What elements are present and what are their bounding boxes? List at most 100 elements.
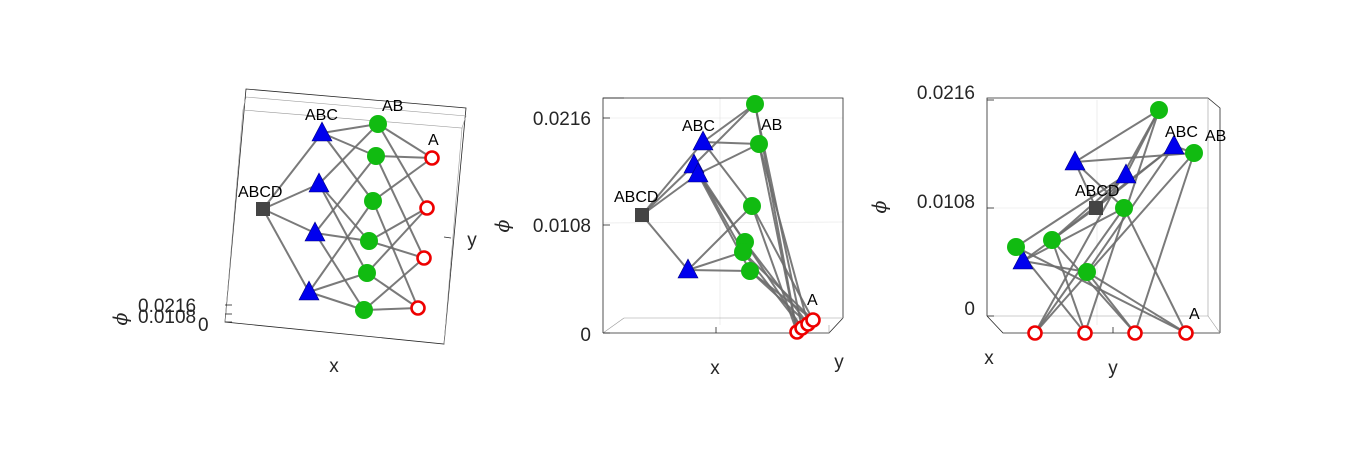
panel-3-label-ab: AB [1205,128,1226,145]
panel-1-edge [366,272,419,309]
panel-3-edge [1086,271,1136,334]
panel-2-edge [751,205,814,321]
panel-3-triangle-node [1064,150,1086,171]
panel-1-triangle-node [298,280,320,301]
panel-2-edge [744,241,809,325]
panel-3-circle-node [1185,144,1203,162]
panel-3-edge [1084,109,1160,334]
panel-1-edge [314,232,370,242]
panel-3-ticks [987,99,1114,333]
panel-3-phi-label: ϕ [869,200,891,213]
panel-3-box [986,97,1221,334]
panel-2-edges [641,103,814,333]
panel-1-edge [368,207,428,242]
panel-3-ring-node [1027,325,1043,341]
panel-3-edge [1123,207,1187,334]
panel-1-edge [372,200,419,309]
panel-2-x-label: x [710,358,720,379]
panel-3-circle-node [1078,263,1096,281]
panel-1-text: 0.0216 0.0108 0 ϕ x y ABCD ABC AB A [110,98,477,377]
panel-3-y-label: y [1108,358,1118,379]
panel-3-circle-node [1115,199,1133,217]
panel-2-label-ab: AB [761,117,782,134]
panel-1-label-abcd: ABCD [238,184,282,201]
panel-1-tick-top: 0.0216 [138,296,196,317]
panel-1-ticks [225,236,452,323]
panel-1-edge [262,208,310,293]
panel-3-triangle-node [1115,163,1137,184]
panel-3-circle-node [1150,101,1168,119]
panel-2-label-abc: ABC [682,118,715,135]
panel-2: 0.0216 0.0108 0 ϕ x y ABCD ABC AB A [492,95,844,379]
panel-1-edge [321,132,374,202]
panel-1-circle-node [360,232,378,250]
panel-3-x-label: x [984,348,994,369]
panel-2-circle-node [743,197,761,215]
panel-2-y-label: y [834,352,844,373]
panel-1-triangle-node [308,172,330,193]
panel-1-x-label: x [329,356,339,377]
panel-1-edges [262,123,433,311]
panel-3-nodes [1007,101,1203,341]
panel-1-label-ab: AB [382,98,403,115]
panel-3-triangle-node [1163,134,1185,155]
panel-2-edge [697,143,760,175]
panel-3-edges [1015,109,1195,334]
panel-1-label-a: A [428,132,439,149]
panel-1-tick-zero: 0 [198,315,209,336]
panel-2-edge [749,270,814,321]
panel-2-ring-node [805,312,821,328]
panel-1-edge [308,291,365,311]
panel-1-circle-node [358,264,376,282]
panel-2-edge [697,173,746,243]
panel-1-edge [363,257,425,311]
panel-2-edge [742,251,814,321]
panel-3-edge [1134,152,1195,334]
panel-1-phi-label: ϕ [110,312,132,325]
panel-1-edge [318,123,379,185]
panel-1-edge [308,272,368,293]
panel-1-ring-node [419,200,435,216]
panel-2-edge [687,205,753,271]
panel-2-circle-node [750,135,768,153]
panel-2-tick-zero: 0 [580,325,591,346]
panel-3-ring-node [1127,325,1143,341]
panel-1-edge [377,123,433,159]
panel-1-edge [377,123,428,209]
panel-2-circle-node [741,262,759,280]
panel-1-edge [368,240,425,259]
panel-1-edge [372,157,433,202]
panel-1-edge [318,183,368,274]
panel-1-y-label: y [467,230,477,251]
panel-1-edge [318,183,370,242]
panel-3-label-abcd: ABCD [1075,183,1119,200]
panel-3-label-abc: ABC [1165,124,1198,141]
panel-1-edge [262,132,323,210]
panel-1-tick-mid: 0.0108 [138,307,196,328]
panel-3-circle-node [1007,238,1025,256]
panel-2-edge [641,141,704,216]
panel-2-edge [687,269,751,272]
panel-3-tick-mid: 0.0108 [917,192,975,213]
panel-3-edge [1086,271,1187,334]
panel-1-edge [314,155,377,234]
panel-2-label-a: A [807,292,818,309]
panel-3-ring-node [1077,325,1093,341]
panel-2-edge [749,270,809,325]
panel-1-circle-node [369,115,387,133]
panel-2-label-abcd: ABCD [614,189,658,206]
panel-2-ticks [603,117,717,334]
panel-2-triangle-node [692,130,714,151]
panel-3-tick-top: 0.0216 [917,83,975,104]
panel-1-edge [321,132,377,157]
panel-2-circle-node [746,95,764,113]
panel-3-edge [1022,207,1125,262]
panel-2-tick-top: 0.0216 [533,109,591,130]
panel-2-edge [693,103,756,166]
panel-2-nodes [635,95,821,340]
panel-2-triangle-node [687,162,709,183]
panel-2-edge [702,103,756,143]
panel-3-edge [1074,109,1160,163]
panel-1-circle-node [364,192,382,210]
